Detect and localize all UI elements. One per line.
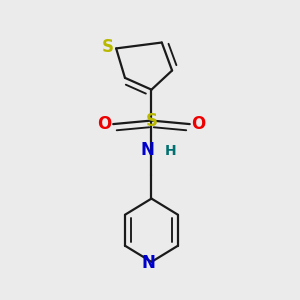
Text: O: O bbox=[191, 115, 206, 133]
Text: N: N bbox=[142, 254, 155, 272]
Text: S: S bbox=[146, 112, 158, 130]
Text: H: H bbox=[165, 144, 176, 158]
Text: N: N bbox=[140, 141, 154, 159]
Text: O: O bbox=[97, 115, 112, 133]
Text: S: S bbox=[101, 38, 113, 56]
